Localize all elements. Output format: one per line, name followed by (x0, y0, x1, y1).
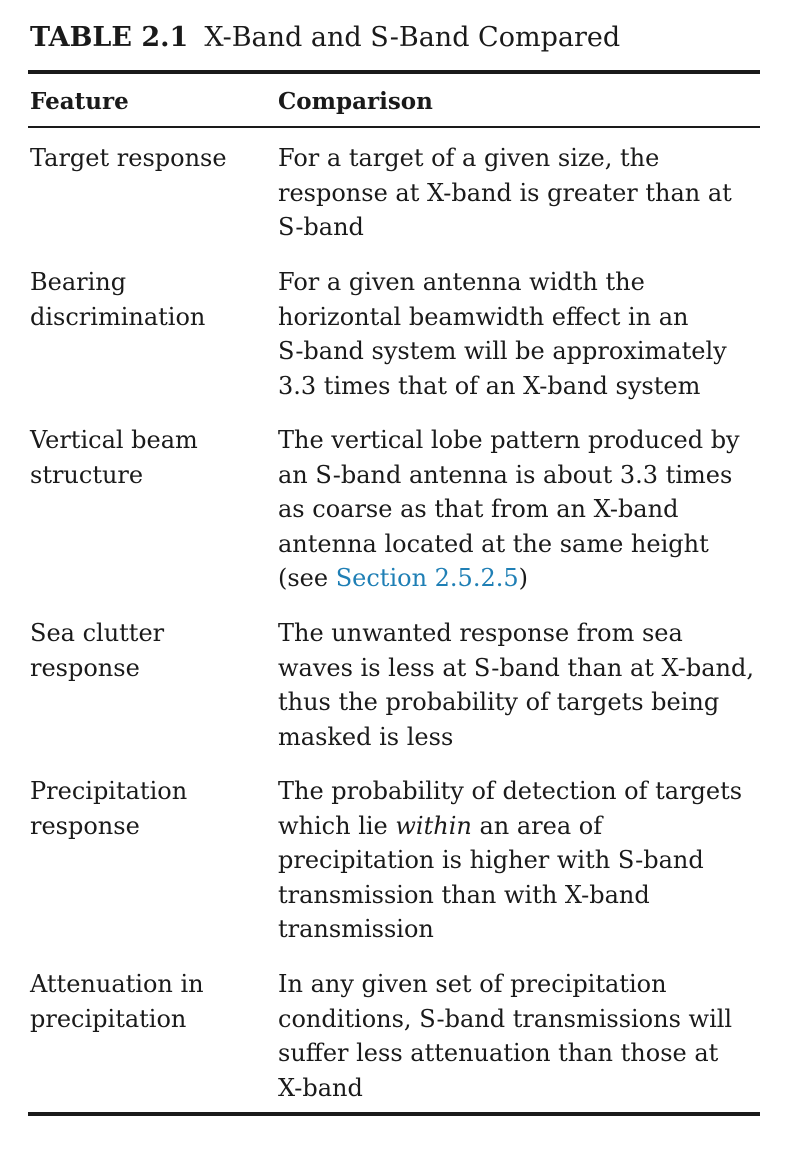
feature-text: Precipitation (30, 777, 188, 805)
comparison-text: For a target of a given size, the (278, 144, 660, 172)
comparison-text: precipitation is higher with S-band (278, 846, 704, 874)
feature-text: Target response (30, 144, 227, 172)
comparison-cell: The unwanted response from sea waves is … (278, 616, 760, 754)
feature-text: Attenuation in (30, 970, 204, 998)
comparison-text: antenna located at the same height (278, 529, 709, 558)
comparison-text: The unwanted response from sea (278, 619, 683, 647)
emphasis-prefix: which lie (278, 811, 396, 840)
comparison-text: The probability of detection of targets (278, 777, 743, 805)
section-link[interactable]: Section 2.5.2.5 (335, 564, 519, 592)
table-bottom-rule (28, 1112, 760, 1116)
feature-text: structure (30, 460, 144, 489)
comparison-text: horizontal beamwidth effect in an (278, 302, 689, 331)
emphasis-suffix: an area of (471, 811, 603, 840)
table-caption: TABLE 2.1 X-Band and S-Band Compared (30, 18, 620, 58)
comparison-text: For a given antenna width the (278, 268, 645, 296)
comparison-text: masked is less (278, 722, 454, 751)
table-caption-title: X-Band and S-Band Compared (204, 22, 621, 53)
table-top-rule (28, 70, 760, 74)
header-comparison: Comparison (278, 88, 433, 115)
feature-cell: Sea clutter response (30, 616, 270, 685)
reference-suffix: ) (518, 564, 528, 592)
feature-text: precipitation (30, 1004, 187, 1033)
feature-text: Sea clutter (30, 619, 165, 647)
feature-text: Bearing (30, 268, 127, 296)
comparison-text-reference: (see Section 2.5.2.5) (278, 561, 760, 596)
comparison-cell: The vertical lobe pattern produced by an… (278, 423, 760, 596)
comparison-text: as coarse as that from an X-band (278, 495, 679, 523)
comparison-text: S-band (278, 213, 364, 241)
feature-text: Vertical beam (30, 426, 198, 454)
comparison-cell: In any given set of precipitation condit… (278, 967, 760, 1105)
reference-prefix: (see (278, 564, 336, 592)
feature-cell: Target response (30, 141, 270, 176)
feature-cell: Vertical beam structure (30, 423, 270, 492)
comparison-cell: For a target of a given size, the respon… (278, 141, 760, 245)
comparison-text: suffer less attenuation than those at (278, 1039, 719, 1067)
table-caption-label: TABLE 2.1 (30, 22, 189, 53)
comparison-text: waves is less at S-band than at X-band, (278, 653, 754, 682)
comparison-text: X-band (278, 1073, 363, 1102)
feature-text: response (30, 653, 140, 682)
comparison-text: an S-band antenna is about 3.3 times (278, 460, 733, 489)
comparison-text-emphasis: which lie within an area of (278, 809, 760, 844)
feature-text: response (30, 811, 140, 840)
comparison-text: S-band system will be approximately (278, 337, 727, 365)
comparison-text: 3.3 times that of an X-band system (278, 371, 701, 400)
feature-cell: Bearing discrimination (30, 265, 270, 334)
comparison-text: In any given set of precipitation (278, 970, 667, 998)
feature-cell: Precipitation response (30, 774, 270, 843)
feature-text: discrimination (30, 302, 206, 331)
comparison-text: thus the probability of targets being (278, 688, 720, 716)
feature-cell: Attenuation in precipitation (30, 967, 270, 1036)
table-header-row: Feature Comparison (28, 82, 760, 122)
comparison-text: transmission (278, 915, 434, 943)
comparison-text: transmission than with X-band (278, 880, 650, 909)
comparison-text: response at X-band is greater than at (278, 178, 732, 207)
header-feature: Feature (30, 88, 129, 115)
comparison-cell: For a given antenna width the horizontal… (278, 265, 760, 403)
table-header-rule (28, 126, 760, 128)
comparison-text: conditions, S-band transmissions will (278, 1004, 733, 1033)
comparison-cell: The probability of detection of targets … (278, 774, 760, 947)
comparison-text: The vertical lobe pattern produced by (278, 426, 740, 454)
emphasis-word: within (395, 811, 472, 840)
